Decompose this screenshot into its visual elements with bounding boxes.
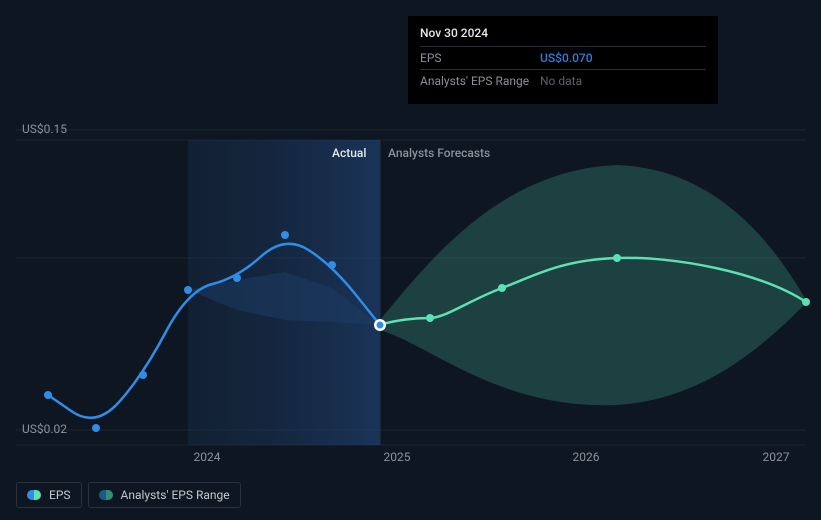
legend-label: Analysts' EPS Range xyxy=(121,488,230,502)
tooltip-row-value: No data xyxy=(540,70,706,93)
tooltip-date: Nov 30 2024 xyxy=(420,24,706,42)
tooltip-row-label: Analysts' EPS Range xyxy=(420,70,540,93)
tooltip-row: Analysts' EPS RangeNo data xyxy=(420,70,706,93)
tooltip-row: EPSUS$0.070 xyxy=(420,47,706,70)
legend-swatch xyxy=(99,490,113,500)
legend-item[interactable]: Analysts' EPS Range xyxy=(88,482,241,508)
section-label-actual: Actual xyxy=(332,146,366,160)
chart-legend: EPS Analysts' EPS Range xyxy=(16,482,241,508)
legend-item[interactable]: EPS xyxy=(16,482,82,508)
x-axis-label: 2026 xyxy=(573,450,600,464)
tooltip-row-value: US$0.070 xyxy=(540,47,706,70)
y-axis-label: US$0.15 xyxy=(22,122,67,136)
eps-chart: Nov 30 2024 EPSUS$0.070Analysts' EPS Ran… xyxy=(0,0,821,520)
tooltip-row-label: EPS xyxy=(420,47,540,70)
y-axis-label: US$0.02 xyxy=(22,422,67,436)
x-axis-label: 2024 xyxy=(194,450,221,464)
tooltip-rows: EPSUS$0.070Analysts' EPS RangeNo data xyxy=(420,46,706,92)
legend-swatch xyxy=(27,490,41,500)
chart-tooltip: Nov 30 2024 EPSUS$0.070Analysts' EPS Ran… xyxy=(408,16,718,104)
x-axis-label: 2027 xyxy=(763,450,790,464)
section-label-forecast: Analysts Forecasts xyxy=(388,146,490,160)
legend-label: EPS xyxy=(49,488,71,502)
x-axis-label: 2025 xyxy=(384,450,411,464)
